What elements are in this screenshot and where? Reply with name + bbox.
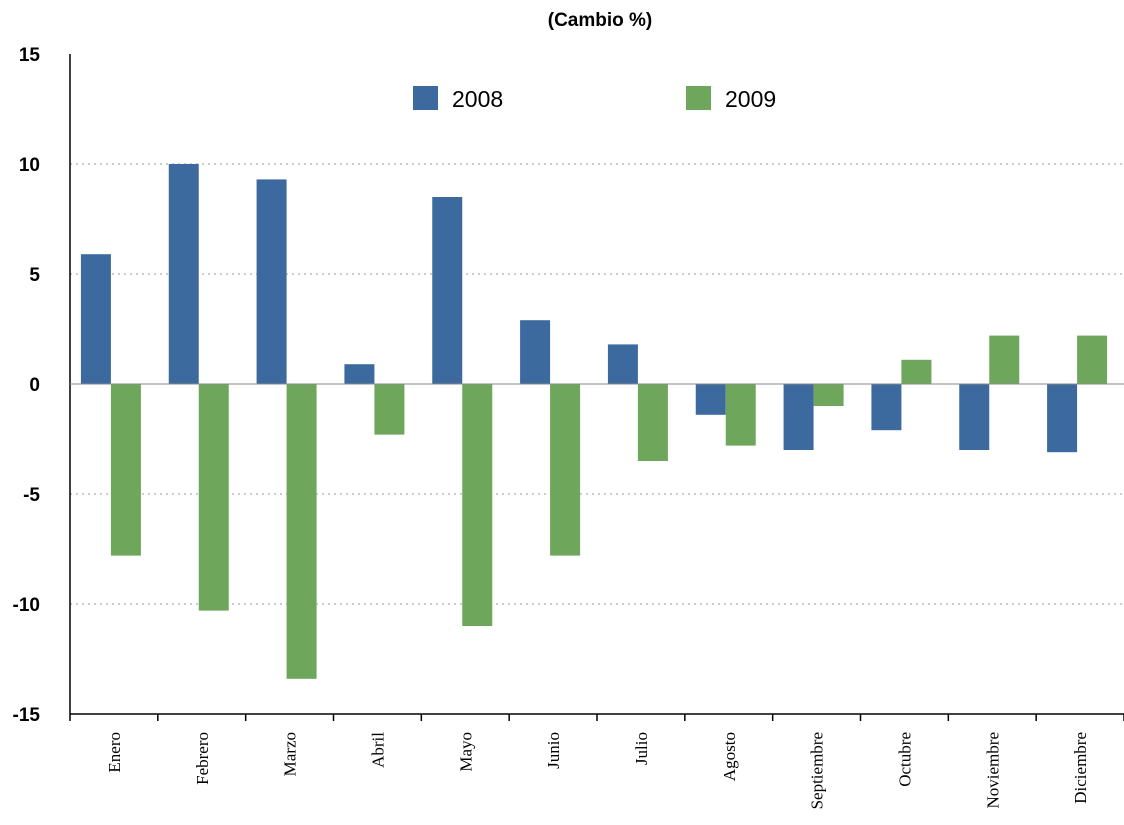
legend-swatch-2008 bbox=[413, 86, 438, 110]
legend: 2008 2009 bbox=[413, 86, 776, 112]
bar-2009-noviembre bbox=[989, 335, 1020, 384]
y-tick-label: -10 bbox=[13, 595, 40, 616]
bar-2008-marzo bbox=[256, 179, 287, 384]
bar-2009-octubre bbox=[901, 359, 932, 384]
bar-2008-octubre bbox=[871, 384, 902, 431]
bar-2009-marzo bbox=[286, 384, 317, 679]
bar-2008-abril bbox=[344, 364, 375, 384]
bar-2008-agosto bbox=[695, 384, 726, 415]
x-tick-label: Abril bbox=[368, 732, 387, 768]
bar-2009-enero bbox=[110, 384, 141, 556]
axes bbox=[69, 54, 1124, 721]
bar-2008-julio bbox=[607, 344, 638, 384]
bar-2008-septiembre bbox=[783, 384, 814, 450]
bar-2008-enero bbox=[80, 254, 111, 384]
bar-2008-mayo bbox=[432, 197, 463, 384]
x-tick-label: Septiembre bbox=[808, 732, 827, 809]
bar-2009-agosto bbox=[725, 384, 756, 446]
x-tick-label: Noviembre bbox=[983, 732, 1002, 808]
x-tick-label: Marzo bbox=[281, 732, 300, 776]
y-tick-label: 15 bbox=[19, 45, 41, 66]
y-tick-label: 10 bbox=[19, 155, 40, 176]
bar-2009-junio bbox=[550, 384, 581, 556]
x-tick-label: Junio bbox=[544, 732, 563, 769]
x-tick-label: Agosto bbox=[720, 732, 739, 781]
bar-2008-diciembre bbox=[1047, 384, 1078, 453]
x-axis-ticks: Enero Febrero Marzo Abril Mayo Junio Julio Agos… bbox=[105, 732, 1090, 810]
bars bbox=[80, 164, 1108, 679]
x-tick-label: Mayo bbox=[456, 732, 475, 772]
x-tick-label: Julio bbox=[632, 732, 651, 765]
bar-2008-febrero bbox=[168, 164, 199, 384]
y-tick-label: -5 bbox=[23, 485, 40, 506]
x-tick-label: Diciembre bbox=[1071, 732, 1090, 804]
y-tick-label: -15 bbox=[13, 705, 41, 726]
y-tick-label: 0 bbox=[29, 375, 40, 396]
x-tick-label: Octubre bbox=[895, 732, 914, 787]
bar-2009-julio bbox=[637, 384, 668, 461]
y-axis-ticks: 15 10 5 0 -5 -10 -15 bbox=[13, 45, 41, 726]
legend-label-2009: 2009 bbox=[725, 86, 776, 112]
bar-2009-febrero bbox=[198, 384, 229, 611]
x-tick-label: Enero bbox=[105, 732, 124, 773]
bar-2009-mayo bbox=[462, 384, 493, 626]
x-tick-label: Febrero bbox=[193, 732, 212, 785]
legend-label-2008: 2008 bbox=[452, 86, 503, 112]
bar-2009-septiembre bbox=[813, 384, 844, 406]
bar-2009-abril bbox=[374, 384, 405, 435]
bar-2008-junio bbox=[520, 320, 551, 384]
bar-2008-noviembre bbox=[959, 384, 990, 450]
chart-title: (Cambio %) bbox=[548, 10, 653, 31]
y-tick-label: 5 bbox=[29, 265, 40, 286]
legend-swatch-2009 bbox=[686, 86, 711, 110]
bar-2009-diciembre bbox=[1077, 335, 1108, 384]
